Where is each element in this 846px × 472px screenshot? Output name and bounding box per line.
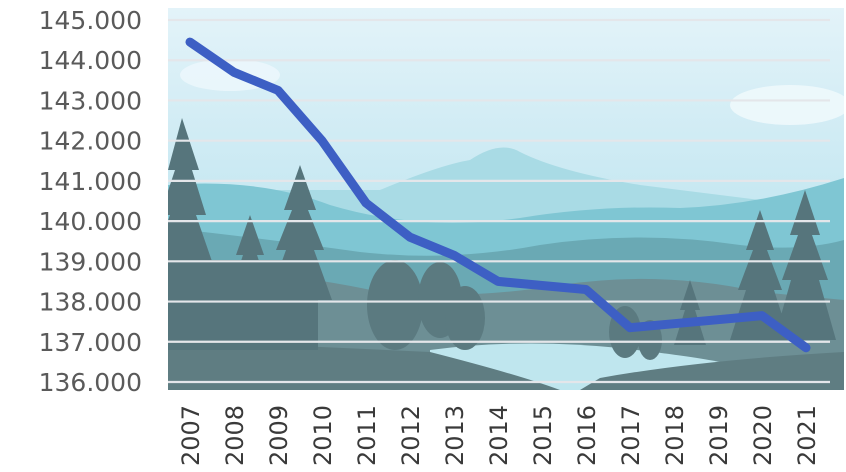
y-tick-label: 138.000	[39, 288, 142, 317]
ground-right	[580, 352, 844, 390]
x-tick-label: 2008	[221, 405, 249, 466]
landscape-background	[168, 8, 844, 390]
y-tick-label: 137.000	[39, 328, 142, 357]
x-tick-label: 2011	[353, 405, 381, 466]
y-tick-label: 145.000	[39, 6, 142, 35]
y-tick-label: 141.000	[39, 167, 142, 196]
y-tick-label: 139.000	[39, 247, 142, 276]
series-line	[185, 37, 811, 353]
x-tick-label: 2013	[441, 405, 469, 466]
y-tick-label: 142.000	[39, 127, 142, 156]
trees-left	[168, 118, 332, 350]
gridlines	[168, 18, 830, 384]
x-tick-label: 2010	[309, 405, 337, 466]
x-tick-label: 2017	[617, 405, 645, 466]
x-tick-label: 2021	[793, 405, 821, 466]
y-tick-label: 143.000	[39, 86, 142, 115]
y-tick-label: 140.000	[39, 207, 142, 236]
y-axis-tick-labels: 145.000 144.000 143.000 142.000 141.000 140.0…	[39, 6, 142, 397]
x-tick-label: 2009	[265, 405, 293, 466]
x-tick-label: 2007	[177, 405, 205, 466]
x-axis-tick-labels: 2007 2008 2009 2010 2011 2012 2013 2014 2015 2016…	[177, 405, 821, 466]
x-tick-label: 2019	[705, 405, 733, 466]
x-tick-label: 2018	[661, 405, 689, 466]
series-layer	[185, 37, 811, 353]
ground	[168, 340, 560, 390]
x-tick-label: 2020	[749, 405, 777, 466]
x-tick-label: 2015	[529, 405, 557, 466]
cloud	[730, 85, 844, 125]
y-tick-label: 144.000	[39, 46, 142, 75]
x-tick-label: 2012	[397, 405, 425, 466]
y-tick-label: 136.000	[39, 368, 142, 397]
x-tick-label: 2014	[485, 405, 513, 466]
x-tick-label: 2016	[573, 405, 601, 466]
